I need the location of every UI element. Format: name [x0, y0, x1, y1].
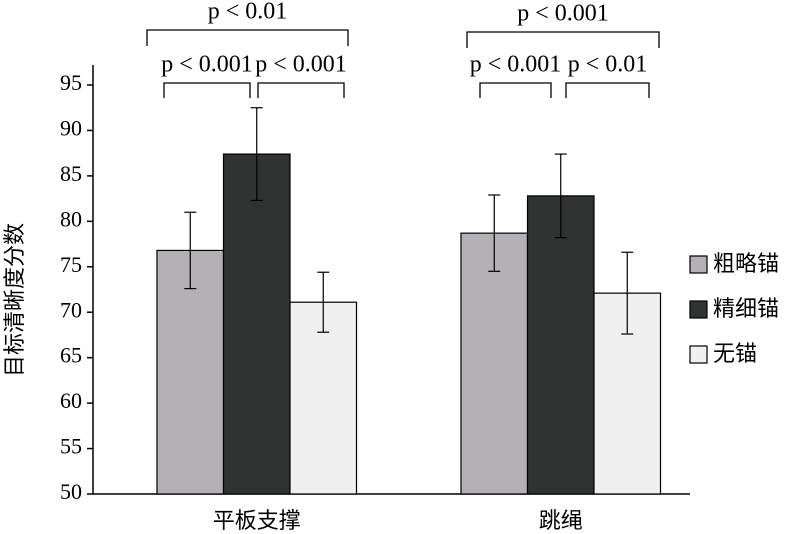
x-tick-label: 平板支撑 — [213, 509, 301, 534]
y-tick-label: 60 — [60, 388, 82, 413]
legend-swatch — [689, 255, 708, 274]
legend-label: 无锚 — [713, 342, 757, 367]
y-tick-label: 85 — [60, 161, 82, 186]
legend-label: 粗略锚 — [713, 252, 779, 277]
y-tick-label: 50 — [60, 479, 82, 504]
legend-swatch — [689, 345, 708, 364]
x-tick-label: 跳绳 — [539, 509, 583, 534]
significance-bracket — [163, 82, 251, 98]
significance-label: p < 0.01 — [208, 0, 288, 25]
y-tick-label: 55 — [60, 434, 82, 459]
significance-bracket — [565, 82, 650, 98]
significance-label: p < 0.001 — [517, 1, 609, 27]
significance-label: p < 0.01 — [568, 52, 648, 78]
y-tick-label: 65 — [60, 343, 82, 368]
bar — [222, 153, 291, 495]
bar — [460, 232, 529, 495]
significance-bracket — [479, 82, 552, 98]
legend-label: 精细锚 — [713, 297, 779, 322]
y-tick-label: 95 — [60, 70, 82, 95]
significance-bracket — [466, 31, 660, 48]
legend-swatch — [689, 300, 708, 319]
y-tick-label: 75 — [60, 252, 82, 277]
y-tick-label: 70 — [60, 297, 82, 322]
significance-label: p < 0.001 — [161, 52, 253, 78]
significance-label: p < 0.001 — [255, 52, 347, 78]
significance-bracket — [146, 29, 349, 46]
bar — [526, 195, 595, 495]
y-axis-label: 目标清晰度分数 — [2, 223, 27, 377]
y-tick-label: 80 — [60, 206, 82, 231]
y-tick-label: 90 — [60, 115, 82, 140]
significance-bracket — [257, 82, 345, 98]
bar — [156, 249, 225, 495]
significance-label: p < 0.001 — [470, 52, 562, 78]
